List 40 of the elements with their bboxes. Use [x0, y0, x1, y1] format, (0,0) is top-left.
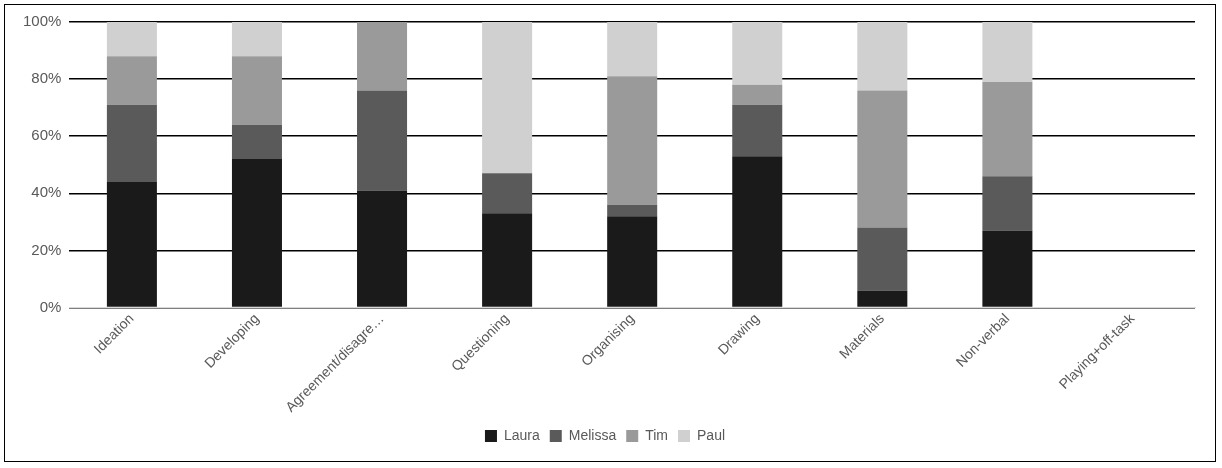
legend-label: Tim	[645, 426, 669, 443]
bar	[357, 90, 408, 191]
y-tick-label: 40%	[31, 183, 62, 201]
bar	[732, 156, 783, 307]
bar	[732, 22, 783, 85]
y-tick-label: 80%	[31, 69, 62, 87]
bar	[982, 176, 1033, 231]
legend-label: Paul	[697, 426, 726, 443]
bar	[231, 56, 282, 125]
bar	[231, 22, 282, 57]
bar	[857, 90, 908, 228]
bar	[231, 124, 282, 160]
bar	[357, 22, 408, 91]
bar	[106, 181, 157, 307]
bar	[857, 22, 908, 91]
legend-label: Melissa	[568, 426, 617, 443]
bar	[732, 84, 783, 105]
bar	[607, 76, 658, 205]
bar	[106, 104, 157, 182]
bar	[982, 81, 1033, 177]
bar	[106, 22, 157, 57]
bar	[607, 204, 658, 217]
bar	[482, 173, 533, 214]
bar	[607, 216, 658, 307]
bar	[231, 159, 282, 307]
bar	[732, 104, 783, 157]
bar	[857, 290, 908, 307]
bar	[982, 22, 1033, 82]
bar	[607, 22, 658, 77]
y-tick-label: 20%	[31, 240, 62, 258]
bar	[982, 230, 1033, 307]
y-tick-label: 60%	[31, 126, 62, 144]
bar	[106, 56, 157, 105]
y-tick-label: 0%	[39, 297, 62, 315]
y-tick-label: 100%	[22, 12, 62, 30]
bar	[357, 190, 408, 307]
bar	[482, 22, 533, 174]
legend-label: Laura	[503, 426, 540, 443]
bar	[482, 213, 533, 307]
bar	[857, 227, 908, 291]
